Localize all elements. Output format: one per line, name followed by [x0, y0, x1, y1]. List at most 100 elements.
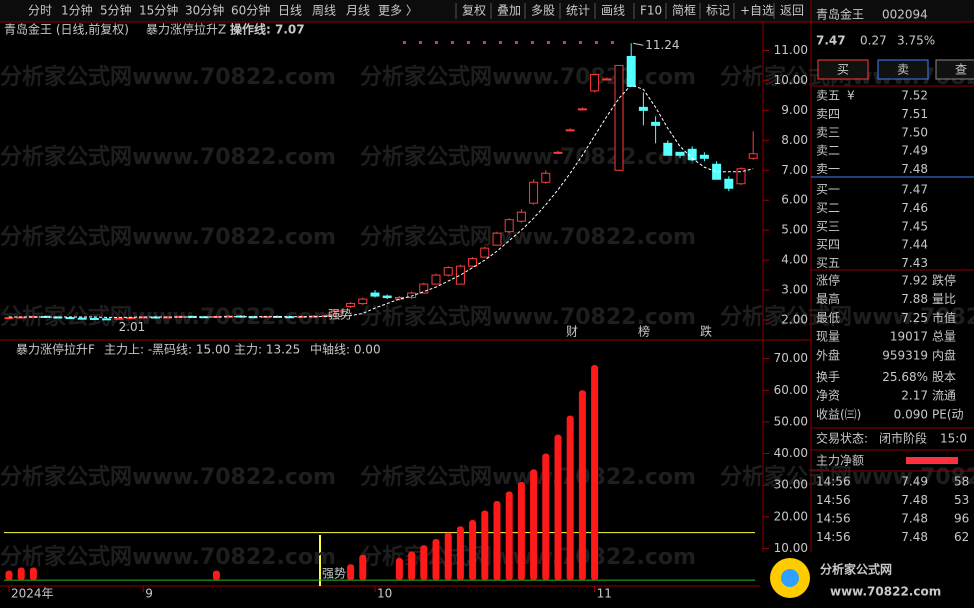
toolbar-tab[interactable]: 5分钟: [100, 3, 132, 18]
signal-dot: [515, 41, 518, 44]
trade-button-label[interactable]: 卖: [897, 63, 909, 77]
candle-body: [736, 168, 746, 185]
toolbar-tab[interactable]: 分时: [28, 4, 52, 18]
trade-button-label[interactable]: 查: [955, 63, 967, 77]
book-label: 卖二: [816, 144, 840, 158]
stat-label-2: 市值: [932, 310, 956, 325]
legend-entry: 中轴线: 0.00: [310, 342, 381, 357]
stat-label: 涨停: [816, 273, 840, 288]
tick-volume: 53: [954, 493, 969, 507]
stat-label: 外盘: [816, 347, 840, 362]
bar: [408, 551, 416, 581]
candle-body: [638, 106, 648, 111]
toolbar-bg: [0, 0, 974, 22]
bar: [420, 545, 428, 581]
book-label: 卖四: [816, 107, 840, 121]
candle-body: [724, 178, 734, 189]
toolbar-button[interactable]: F10: [640, 4, 662, 18]
change: 0.27: [860, 34, 887, 48]
toolbar-button[interactable]: +自选: [740, 4, 774, 18]
x-tick-label: 2024年: [11, 587, 54, 601]
bar: [444, 532, 452, 581]
toolbar-button[interactable]: 标记: [706, 4, 730, 18]
y-tick-label: 40.00: [774, 446, 808, 460]
book-label: 买二: [816, 201, 840, 215]
x-tick-label: 10: [377, 587, 392, 601]
toolbar-tab[interactable]: 周线: [312, 4, 336, 18]
trade-button[interactable]: [877, 59, 929, 80]
toolbar-tab[interactable]: 更多 〉: [378, 4, 418, 18]
flow-label: 主力净额: [816, 454, 864, 468]
event-marker: 榜: [638, 324, 650, 339]
watermark: 分析家公式网www.70822.com: [360, 64, 696, 90]
x-tick-label: 11: [597, 587, 612, 601]
legend-entry: 黑码线: 15.00: [152, 343, 230, 357]
watermark: 分析家公式网www.70822.com: [0, 464, 336, 490]
bar: [359, 554, 367, 581]
stat-value: 0.090: [894, 407, 928, 421]
stat-value: 7.92: [901, 274, 928, 288]
stat-label: 净资: [816, 389, 840, 403]
book-label: 卖五: [816, 89, 840, 103]
stat-label-2: 量比: [932, 292, 956, 306]
y-tick-label: 2.00: [781, 313, 808, 327]
high-pointer: [633, 42, 644, 46]
candle-body: [492, 232, 502, 246]
chart-title: 暴力涨停拉升F: [16, 342, 95, 357]
candle-body: [65, 317, 75, 320]
toolbar-tab[interactable]: 月线: [346, 4, 370, 18]
bar: [530, 469, 538, 581]
candle-body: [748, 153, 758, 159]
candle-body: [651, 121, 661, 126]
y-tick-label: 3.00: [781, 283, 808, 297]
toolbar-tab[interactable]: 60分钟: [231, 3, 270, 18]
bar: [395, 557, 403, 581]
y-tick-label: 20.00: [774, 509, 808, 523]
book-price: 7.51: [901, 107, 928, 121]
candle-body: [468, 258, 478, 267]
bar: [578, 390, 586, 581]
book-price: 7.52: [901, 89, 928, 103]
candle-body: [565, 129, 575, 132]
candle-body: [443, 267, 453, 276]
trade-button[interactable]: [935, 59, 974, 80]
signal-dot: [403, 41, 406, 44]
toolbar-button[interactable]: 简框: [672, 4, 696, 18]
trade-button[interactable]: [817, 59, 869, 80]
toolbar-button[interactable]: 复权: [462, 4, 486, 18]
stat-label: 收益(㈢): [816, 407, 861, 421]
stat-label-2: 跌停: [932, 273, 956, 288]
toolbar-button[interactable]: 叠加: [497, 4, 521, 18]
stat-value: 959319: [882, 348, 928, 362]
stat-label-2: 总量: [932, 330, 956, 344]
book-label: 买四: [816, 238, 840, 252]
signal-dot: [467, 41, 470, 44]
status-label: 交易状态:: [816, 431, 868, 446]
stat-label: 现量: [816, 330, 840, 344]
toolbar-button[interactable]: 返回: [780, 4, 804, 18]
toolbar-button[interactable]: 统计: [566, 4, 590, 18]
toolbar-button[interactable]: 画线: [601, 4, 625, 18]
trade-button-label[interactable]: 买: [837, 63, 849, 77]
indicator-name: 暴力涨停拉升Z: [146, 22, 226, 37]
y-tick-label: 6.00: [781, 193, 808, 207]
signal-dot: [499, 41, 502, 44]
toolbar-button[interactable]: 多股: [531, 4, 555, 18]
candle-body: [370, 292, 380, 297]
logo-icon-center: [781, 569, 799, 587]
candle-body: [102, 318, 112, 321]
bar: [5, 570, 13, 581]
candle-body: [516, 211, 526, 222]
candle-body: [114, 317, 124, 320]
toolbar-tab[interactable]: 15分钟: [139, 3, 178, 18]
book-label: 买五: [816, 256, 840, 270]
toolbar-tab[interactable]: 1分钟: [61, 3, 93, 18]
y-tick-label: 7.00: [781, 163, 808, 177]
signal-dot: [531, 41, 534, 44]
candle-body: [455, 265, 465, 285]
toolbar-tab[interactable]: 日线: [278, 4, 302, 18]
tick-time: 14:56: [816, 512, 851, 526]
candle-body: [663, 142, 673, 156]
toolbar-tab[interactable]: 30分钟: [185, 3, 224, 18]
